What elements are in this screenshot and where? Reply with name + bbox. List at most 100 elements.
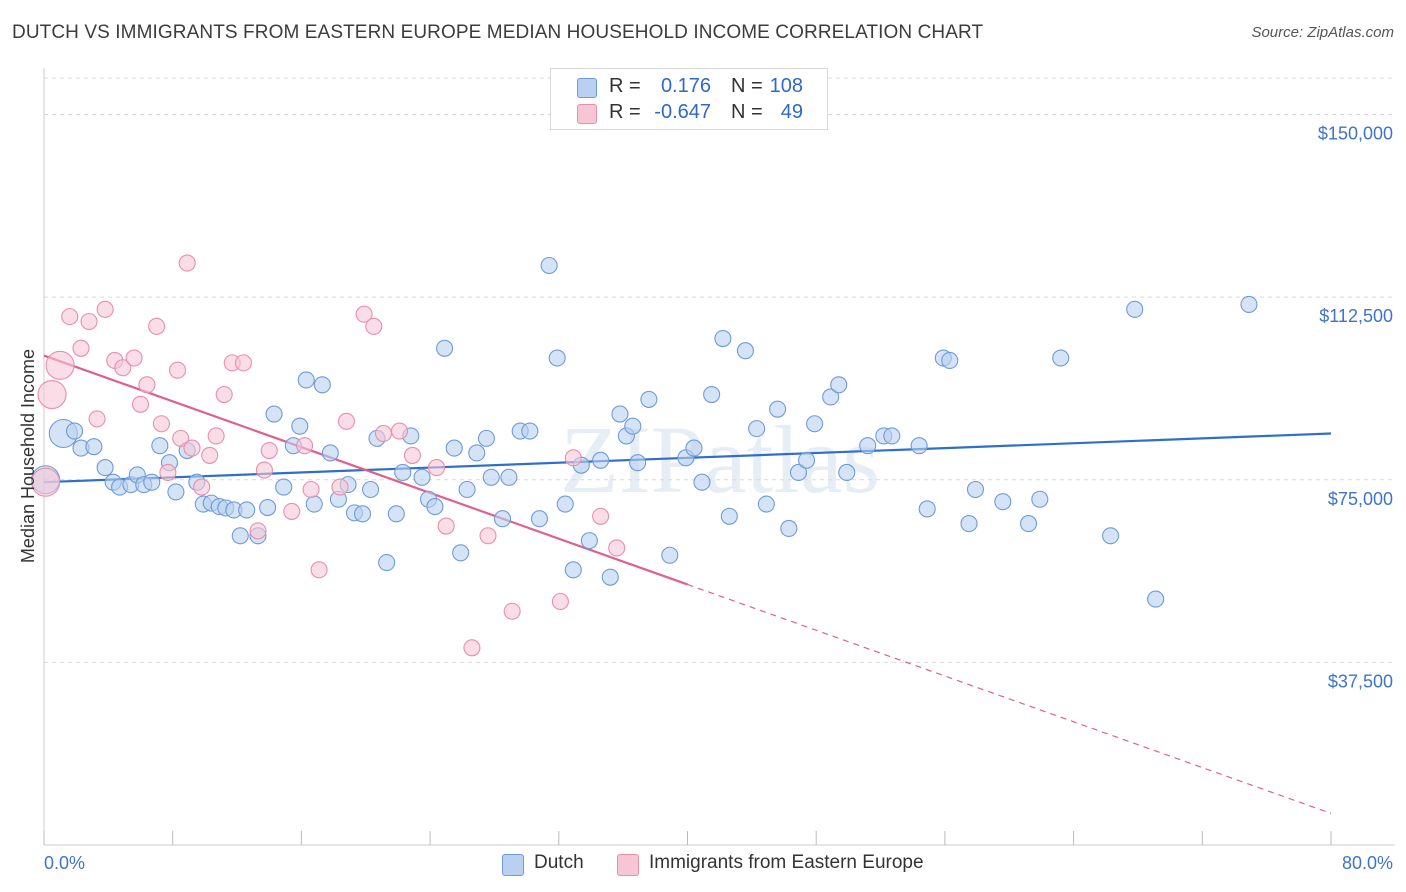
- dutch-point: [540, 256, 558, 275]
- n-value: 49: [780, 101, 803, 123]
- r-value: -0.647: [654, 101, 711, 123]
- dutch-point: [231, 527, 249, 545]
- dutch-swatch-icon: [577, 78, 597, 98]
- x-tick-label: 80.0%: [1342, 853, 1393, 873]
- dutch-point: [1240, 295, 1258, 313]
- n-label: N =: [731, 75, 763, 97]
- immigrant-point: [45, 350, 75, 380]
- immigrant-point: [125, 349, 143, 367]
- dutch-point: [556, 495, 574, 513]
- dutch-point: [624, 417, 642, 435]
- legend-label-dutch: Dutch: [534, 852, 584, 873]
- immigrant-point: [114, 359, 132, 377]
- dutch-point: [693, 473, 711, 491]
- dutch-point: [941, 351, 959, 370]
- immigrant-point: [551, 592, 569, 611]
- dutch-point: [291, 417, 309, 435]
- dutch-point: [797, 451, 816, 469]
- dutch-legend-icon: [502, 854, 524, 876]
- immigrant-point: [159, 463, 177, 482]
- dutch-point: [703, 385, 721, 404]
- immigrant-point: [283, 502, 301, 520]
- dutch-point: [548, 349, 566, 367]
- immigrant-point: [310, 561, 328, 579]
- source-label: Source: ZipAtlas.com: [1251, 24, 1394, 41]
- dutch-point: [321, 444, 339, 462]
- dutch-point: [966, 480, 985, 499]
- dutch-point: [564, 561, 582, 579]
- dutch-point: [85, 438, 103, 456]
- y-axis-title: Median Household Income: [18, 349, 38, 563]
- dutch-point: [297, 371, 315, 389]
- immigrant-point: [463, 639, 481, 657]
- dutch-point: [918, 500, 936, 518]
- dutch-point: [493, 510, 512, 528]
- immigrant-point: [131, 395, 150, 413]
- immigrant-point: [168, 361, 187, 379]
- dutch-point: [265, 405, 283, 423]
- immigrant-point: [249, 522, 267, 540]
- dutch-point: [830, 376, 848, 394]
- immigrant-point: [374, 424, 392, 443]
- dutch-point: [769, 400, 787, 418]
- dutch-point: [305, 495, 323, 513]
- r-label: R =: [609, 75, 641, 97]
- dutch-point: [806, 415, 824, 433]
- dutch-point: [458, 480, 476, 499]
- dutch-point: [143, 473, 161, 491]
- dutch-point: [1020, 515, 1038, 533]
- immigrant-point: [296, 437, 314, 455]
- dutch-point: [482, 468, 500, 486]
- immigrant-point: [355, 305, 373, 323]
- dutch-point: [477, 429, 495, 447]
- dutch-point: [838, 463, 856, 482]
- immigrant-point: [193, 478, 211, 496]
- dutch-point: [780, 519, 798, 538]
- immigrants-swatch-icon: [577, 104, 597, 124]
- dutch-point: [661, 546, 679, 564]
- immigrant-point: [403, 446, 421, 464]
- immigrant-point: [37, 379, 67, 410]
- dutch-point: [757, 495, 775, 513]
- dutch-point: [748, 420, 766, 438]
- dutch-point: [426, 497, 444, 516]
- immigrant-point: [503, 602, 521, 620]
- dutch-point: [452, 544, 470, 562]
- dutch-point: [378, 553, 396, 572]
- dutch-point: [859, 437, 877, 455]
- immigrant-point: [255, 461, 273, 479]
- dutch-point: [580, 532, 598, 550]
- r-label: R =: [609, 101, 641, 123]
- n-label: N =: [731, 101, 763, 123]
- immigrant-point: [148, 317, 166, 335]
- immigrant-trendline: [43, 354, 688, 586]
- dutch-point: [960, 515, 978, 533]
- dutch-point: [66, 422, 84, 440]
- immigrant-point: [72, 339, 90, 357]
- dutch-point: [387, 505, 405, 523]
- dutch-point: [736, 342, 754, 360]
- immigrant-point: [592, 507, 610, 525]
- y-tick-label: $112,500: [1319, 306, 1393, 326]
- immigrant-point: [31, 467, 61, 497]
- immigrant-point: [183, 439, 201, 457]
- legend-label-immigrants: Immigrants from Eastern Europe: [649, 852, 924, 873]
- dutch-point: [1052, 349, 1070, 367]
- dutch-point: [720, 507, 738, 525]
- dutch-point: [96, 459, 114, 477]
- immigrant-point: [215, 385, 233, 404]
- dutch-point: [468, 444, 486, 462]
- immigrant-point: [61, 308, 79, 326]
- immigrant-point: [178, 254, 196, 272]
- immigrants-legend-icon: [617, 854, 639, 876]
- y-tick-label: $150,000: [1318, 124, 1393, 144]
- dutch-point: [313, 376, 331, 394]
- dutch-point: [500, 468, 518, 486]
- dutch-point: [530, 510, 549, 528]
- dutch-point: [413, 468, 431, 486]
- r-value: 0.176: [660, 75, 711, 97]
- immigrant-point: [427, 459, 446, 477]
- dutch-point: [521, 422, 539, 440]
- immigrant-point: [88, 410, 106, 428]
- dutch-point: [259, 498, 277, 517]
